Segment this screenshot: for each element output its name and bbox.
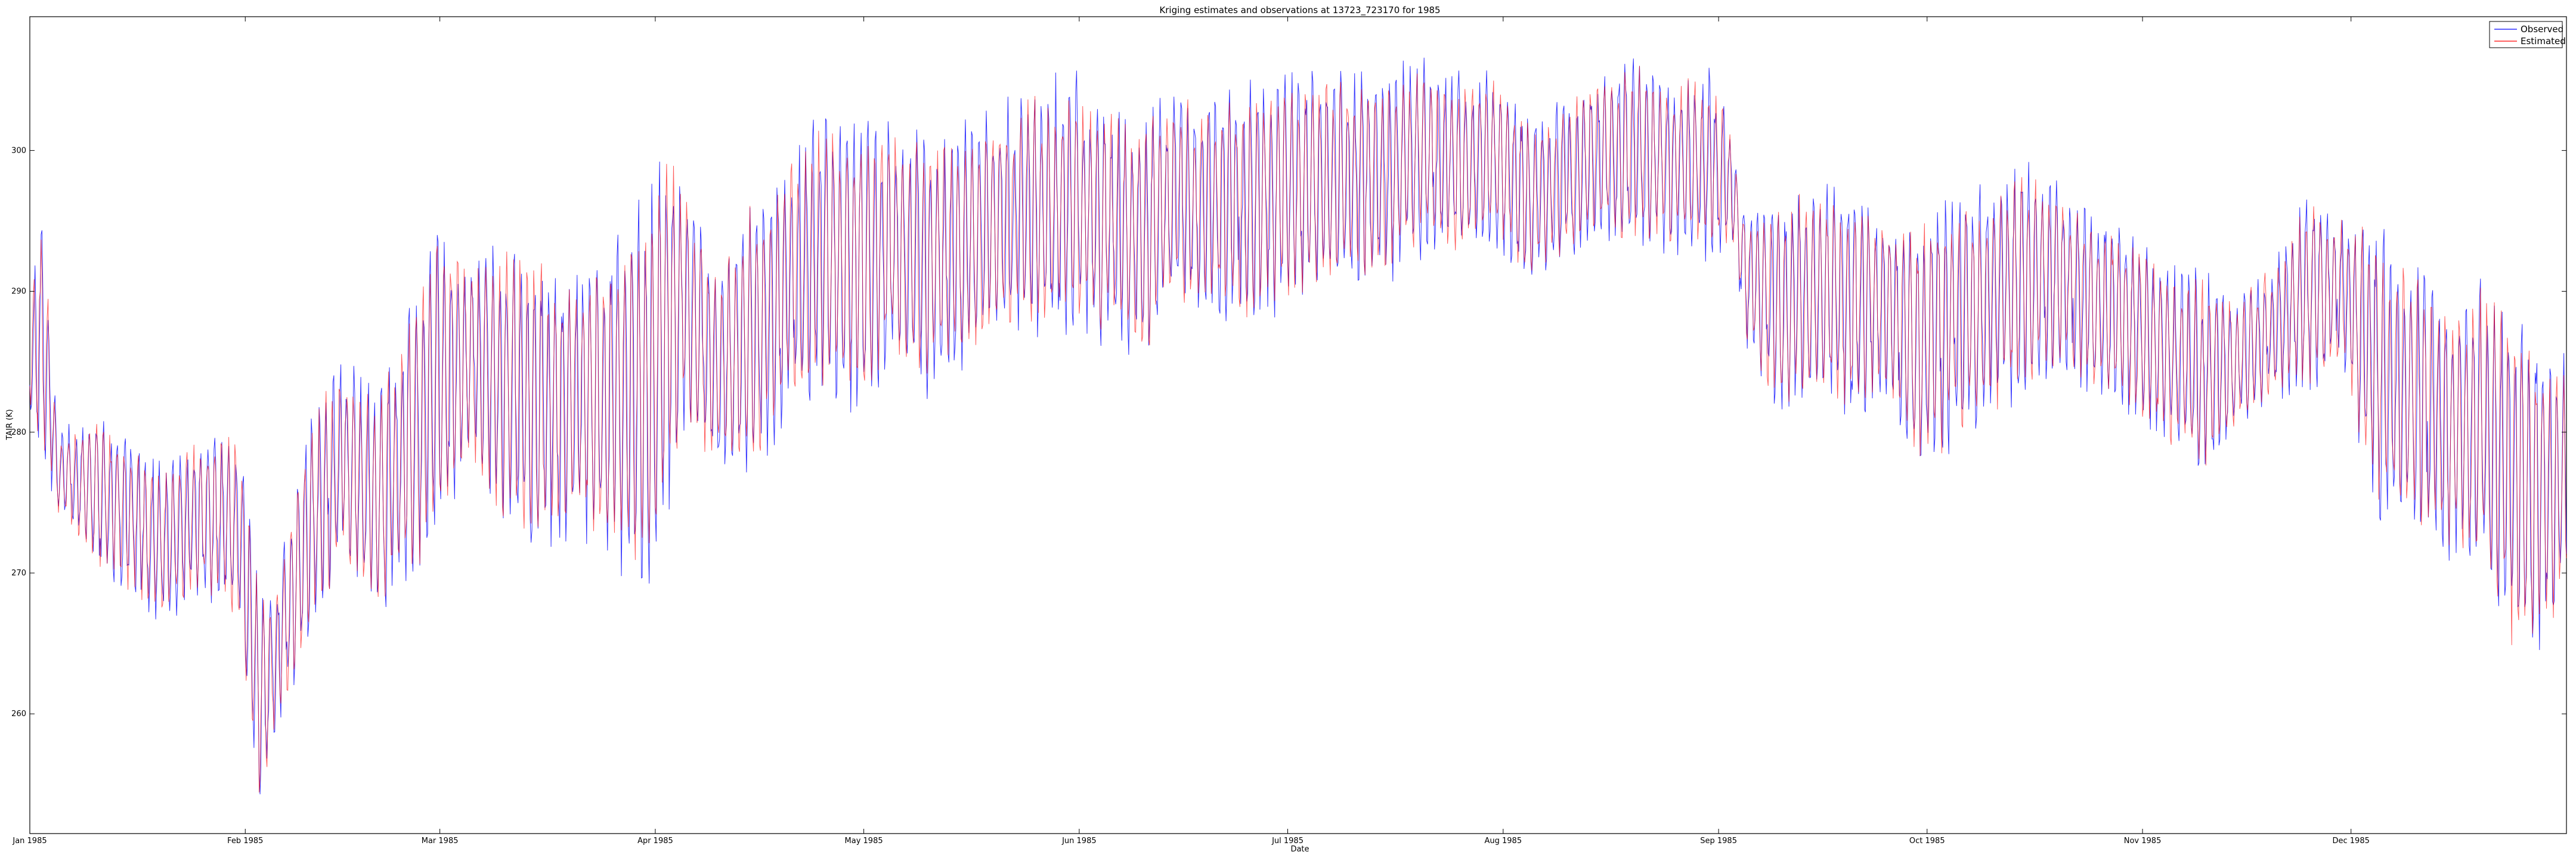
series-estimated — [29, 66, 2567, 793]
legend-label-estimated: Estimated — [2521, 36, 2566, 47]
x-tick-label: Feb 1985 — [227, 837, 263, 845]
x-tick-label: Mar 1985 — [422, 837, 459, 845]
x-tick-label: Jan 1985 — [12, 837, 47, 845]
x-tick-label: Jul 1985 — [1271, 837, 1304, 845]
y-tick-label: 300 — [11, 146, 26, 155]
plot-area — [29, 16, 2567, 834]
x-tick-label: Nov 1985 — [2124, 837, 2162, 845]
x-axis: Jan 1985 Feb 1985 Mar 1985 Apr 1985 May 1985… — [12, 17, 2370, 845]
x-axis-label: Date — [1290, 845, 1309, 854]
y-tick-label: 270 — [11, 569, 26, 578]
x-tick-label: Oct 1985 — [1909, 837, 1945, 845]
chart-title: Kriging estimates and observations at 13… — [1159, 5, 1440, 16]
y-axis: 260 270 280 290 300 — [11, 146, 2566, 718]
y-tick-label: 260 — [11, 710, 26, 718]
y-tick-label: 280 — [11, 428, 26, 437]
x-tick-label: Dec 1985 — [2333, 837, 2370, 845]
x-tick-label: Aug 1985 — [1485, 837, 1522, 845]
x-tick-label: Jun 1985 — [1061, 837, 1097, 845]
x-tick-label: May 1985 — [845, 837, 883, 845]
series-layer — [29, 57, 2567, 795]
legend-label-observed: Observed — [2521, 24, 2563, 35]
y-tick-label: 290 — [11, 287, 26, 296]
x-tick-label: Sep 1985 — [1700, 837, 1737, 845]
x-tick-label: Apr 1985 — [637, 837, 673, 845]
y-axis-label: TAIR (K) — [5, 409, 14, 441]
legend-box — [2489, 21, 2563, 48]
